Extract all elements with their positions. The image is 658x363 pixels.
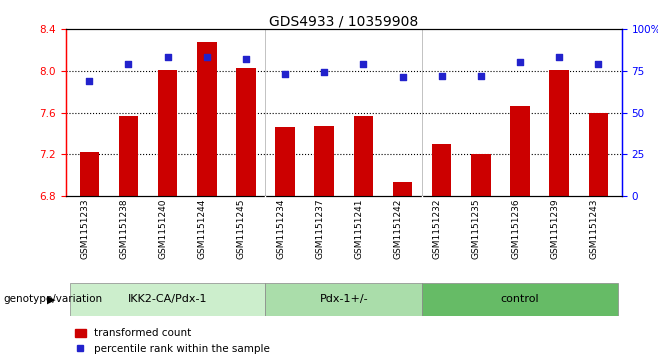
Bar (422, 283, 618, 316)
Bar (158, 70, 178, 196)
Text: GSM1151243: GSM1151243 (590, 199, 598, 259)
Bar (197, 42, 216, 196)
Point (319, 70, 330, 76)
Point (397, 74, 408, 80)
Point (84, 78, 95, 84)
Text: GDS4933 / 10359908: GDS4933 / 10359908 (269, 15, 418, 29)
Bar (588, 113, 608, 196)
Bar (432, 144, 451, 196)
Point (476, 73, 486, 79)
Point (123, 61, 134, 67)
Text: ▶: ▶ (47, 294, 56, 305)
Text: GSM1151233: GSM1151233 (80, 199, 89, 259)
Bar (353, 116, 373, 196)
Point (280, 71, 290, 77)
Bar (70, 283, 265, 316)
Text: GSM1151232: GSM1151232 (433, 199, 442, 259)
Text: GSM1151245: GSM1151245 (237, 199, 246, 259)
Legend: transformed count, percentile rank within the sample: transformed count, percentile rank withi… (71, 324, 274, 358)
Bar (236, 68, 256, 196)
Point (163, 54, 173, 60)
Point (554, 54, 565, 60)
Bar (80, 152, 99, 196)
Point (436, 73, 447, 79)
Text: GSM1151242: GSM1151242 (393, 199, 403, 259)
Text: Pdx-1+/-: Pdx-1+/- (320, 294, 368, 305)
Text: GSM1151236: GSM1151236 (511, 199, 520, 259)
Point (201, 54, 212, 60)
Text: GSM1151240: GSM1151240 (159, 199, 168, 259)
Bar (118, 116, 138, 196)
Bar (393, 183, 413, 196)
Text: GSM1151234: GSM1151234 (276, 199, 285, 259)
Text: control: control (501, 294, 540, 305)
Point (241, 56, 251, 62)
Point (358, 61, 368, 67)
Text: GSM1151237: GSM1151237 (315, 199, 324, 259)
Text: IKK2-CA/Pdx-1: IKK2-CA/Pdx-1 (128, 294, 207, 305)
Bar (510, 106, 530, 196)
Point (593, 61, 603, 67)
Text: genotype/variation: genotype/variation (3, 294, 103, 305)
Text: GSM1151239: GSM1151239 (550, 199, 559, 259)
Bar (275, 127, 295, 196)
Text: GSM1151235: GSM1151235 (472, 199, 481, 259)
Text: GSM1151238: GSM1151238 (120, 199, 128, 259)
Bar (315, 126, 334, 196)
Text: GSM1151244: GSM1151244 (198, 199, 207, 259)
Bar (549, 70, 569, 196)
Point (515, 60, 525, 65)
Bar (471, 154, 491, 196)
Text: GSM1151241: GSM1151241 (355, 199, 363, 259)
Bar (265, 283, 422, 316)
